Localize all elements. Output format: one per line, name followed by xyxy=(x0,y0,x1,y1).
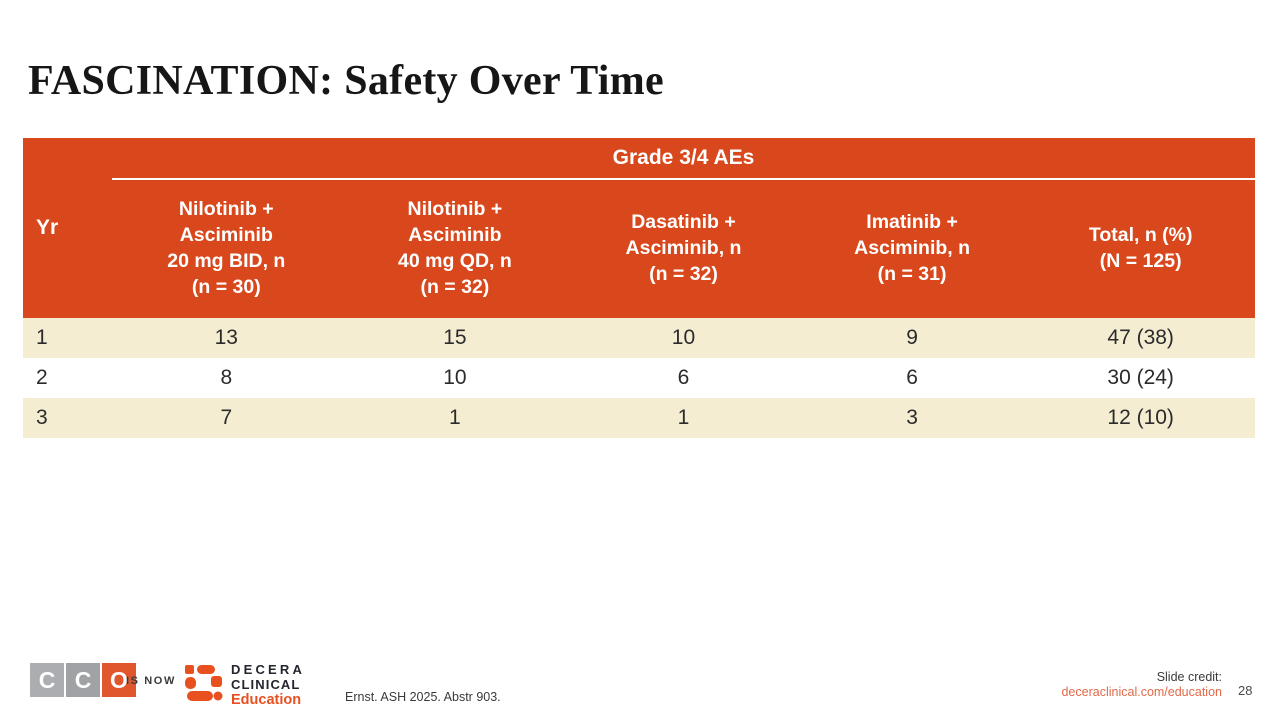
value-cell: 8 xyxy=(220,366,233,389)
table-row: 2 8 10 6 6 30 (24) xyxy=(23,358,1255,398)
value-cell: 6 xyxy=(906,366,918,389)
value-cell: 6 xyxy=(677,366,690,389)
table-row: 3 7 1 1 3 12 (10) xyxy=(23,398,1255,438)
value-cell: 10 xyxy=(443,366,467,389)
group-header: Grade 3/4 AEs xyxy=(112,138,1255,180)
value-cell: 12 (10) xyxy=(1107,406,1174,429)
table-header: Yr Grade 3/4 AEs Nilotinib + Asciminib 2… xyxy=(23,138,1255,318)
value-cell: 7 xyxy=(220,406,233,429)
slide-credit-link[interactable]: deceraclinical.com/education xyxy=(1061,685,1222,699)
page-title: FASCINATION: Safety Over Time xyxy=(28,58,664,104)
value-cell: 47 (38) xyxy=(1107,326,1174,349)
decera-line-2: CLINICAL xyxy=(231,677,301,692)
value-cell: 1 xyxy=(449,406,461,429)
column-header-total: Total, n (%) (N = 125) xyxy=(1088,224,1193,272)
citation-text: Ernst. ASH 2025. Abstr 903. xyxy=(345,690,501,704)
safety-table: Yr Grade 3/4 AEs Nilotinib + Asciminib 2… xyxy=(23,138,1255,438)
year-cell: 3 xyxy=(36,406,48,429)
value-cell: 10 xyxy=(671,326,696,349)
corner-header-cell: Yr xyxy=(36,216,59,239)
table-header-right: Grade 3/4 AEs Nilotinib + Asciminib 20 m… xyxy=(112,138,1255,318)
cco-logo: C C O xyxy=(30,663,136,697)
page-number: 28 xyxy=(1238,683,1253,698)
column-header-nilotinib-40: Nilotinib + Asciminib 40 mg QD, n (n = 3… xyxy=(398,198,512,298)
slide-credit-label: Slide credit: xyxy=(1156,670,1222,684)
slide-credit-block: Slide credit: deceraclinical.com/educati… xyxy=(1061,670,1222,700)
cco-letter-box: O xyxy=(102,663,136,697)
value-cell: 30 (24) xyxy=(1107,366,1174,389)
value-cell: 3 xyxy=(906,406,918,429)
year-cell: 1 xyxy=(36,326,48,349)
table-row: 1 13 15 10 9 47 (38) xyxy=(23,318,1255,358)
cco-letter-box: C xyxy=(66,663,100,697)
decera-wordmark: DECERA CLINICAL Education xyxy=(231,663,305,708)
is-now-label: IS NOW xyxy=(126,675,176,687)
decera-line-1: DECERA xyxy=(231,662,306,677)
value-cell: 1 xyxy=(677,406,690,429)
column-header-imatinib: Imatinib + Asciminib, n (n = 31) xyxy=(854,211,971,285)
column-header-dasatinib: Dasatinib + Asciminib, n (n = 32) xyxy=(625,211,742,285)
column-header-row: Nilotinib + Asciminib 20 mg BID, n (n = … xyxy=(112,180,1255,318)
decera-pixel-ring-icon xyxy=(185,664,223,707)
value-cell: 9 xyxy=(906,326,918,349)
value-cell: 13 xyxy=(214,326,238,349)
year-cell: 2 xyxy=(36,366,48,389)
column-header-nilotinib-20: Nilotinib + Asciminib 20 mg BID, n (n = … xyxy=(167,198,286,298)
decera-logo: DECERA CLINICAL Education xyxy=(185,663,305,708)
value-cell: 15 xyxy=(443,326,467,349)
cco-letter-box: C xyxy=(30,663,64,697)
decera-line-3: Education xyxy=(231,692,302,708)
